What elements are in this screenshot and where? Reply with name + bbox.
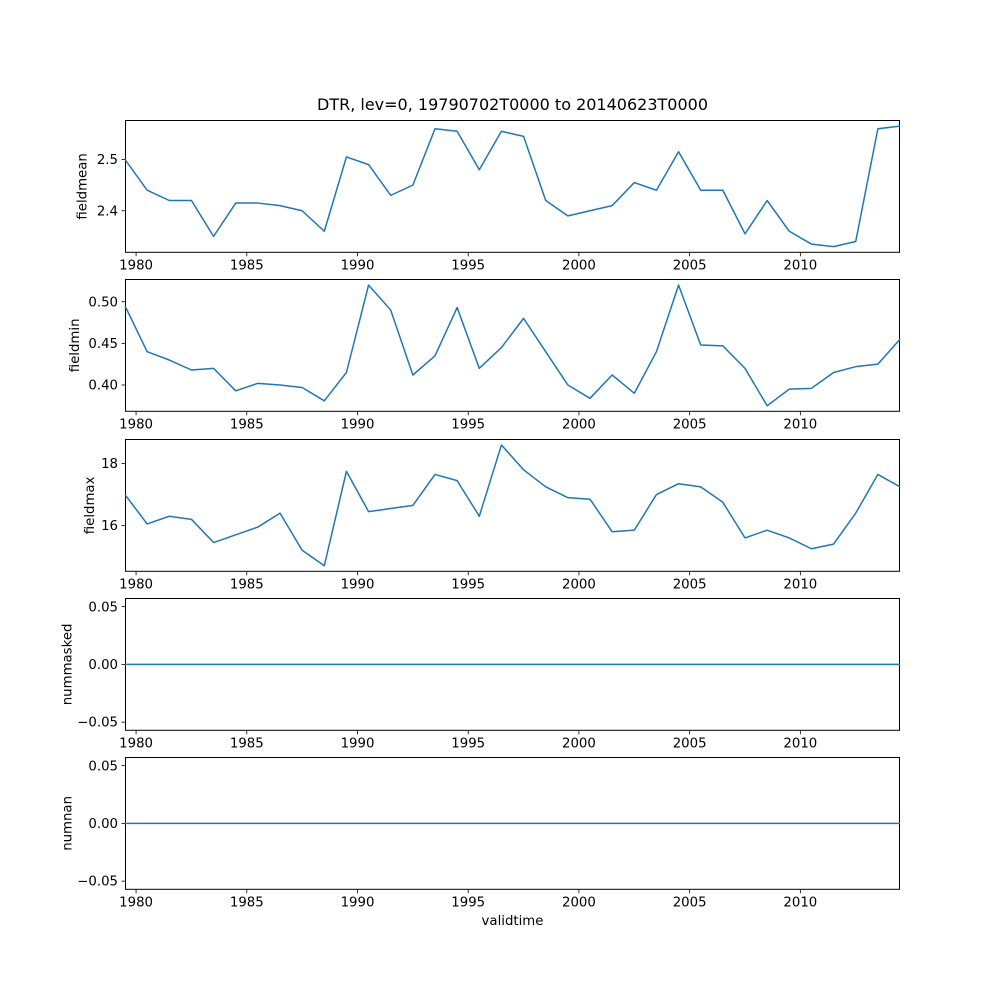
x-tick-label: 1980 bbox=[119, 736, 153, 751]
x-tick-label: 1990 bbox=[341, 258, 375, 273]
x-tick-label: 1995 bbox=[451, 736, 485, 751]
x-tick-label: 1980 bbox=[119, 418, 153, 433]
y-axis-label: nummasked bbox=[61, 623, 76, 705]
data-line bbox=[124, 284, 901, 407]
x-tick-label: 1995 bbox=[451, 418, 485, 433]
y-tick-label: 16 bbox=[101, 519, 118, 534]
chart-title: DTR, lev=0, 19790702T0000 to 20140623T00… bbox=[317, 95, 708, 114]
subplot-nummasked: 1980 1985 1990 1995 2000 2005 2010 −0.05 0.00 0.0… bbox=[61, 597, 900, 751]
data-line bbox=[124, 443, 901, 567]
y-tick-label: 2.4 bbox=[97, 204, 118, 219]
x-tick-label: 2010 bbox=[783, 258, 817, 273]
y-tick-label: 0.05 bbox=[88, 759, 118, 774]
axes-svg-fieldmean: 1980 1985 1990 1995 2000 2005 2010 2.4 2.5 fieldm… bbox=[76, 120, 901, 273]
x-tick-label: 2000 bbox=[562, 418, 596, 433]
x-tick-label: 1990 bbox=[341, 418, 375, 433]
x-tick-label: 2005 bbox=[673, 895, 707, 910]
x-tick-label: 2010 bbox=[783, 895, 817, 910]
axes-border bbox=[125, 279, 900, 413]
x-tick-label: 1980 bbox=[119, 895, 153, 910]
x-tick-label: 1985 bbox=[230, 418, 264, 433]
x-tick-label: 2000 bbox=[562, 895, 596, 910]
axes-border bbox=[125, 438, 900, 572]
x-tick-label: 1980 bbox=[119, 258, 153, 273]
x-tick-label: 1985 bbox=[230, 736, 264, 751]
axes-svg-nummasked: 1980 1985 1990 1995 2000 2005 2010 −0.05 0.00 0.0… bbox=[61, 597, 900, 751]
x-tick-label: 2005 bbox=[673, 577, 707, 592]
axes-svg-numnan: 1980 1985 1990 1995 2000 2005 2010 −0.05 0.00 0.0… bbox=[61, 757, 900, 910]
y-tick-label: 0.00 bbox=[88, 817, 118, 832]
y-tick-label: 18 bbox=[101, 457, 118, 472]
y-tick-label: −0.05 bbox=[77, 875, 118, 890]
y-tick-label: 2.5 bbox=[97, 153, 118, 168]
x-tick-label: 1995 bbox=[451, 577, 485, 592]
y-tick-label: 0.00 bbox=[88, 658, 118, 673]
x-tick-label: 2000 bbox=[562, 736, 596, 751]
y-tick-label: 0.45 bbox=[88, 337, 118, 352]
axes-svg-fieldmin: 1980 1985 1990 1995 2000 2005 2010 0.40 0.45 0.50… bbox=[68, 279, 901, 433]
x-tick-label: 1995 bbox=[451, 258, 485, 273]
x-tick-label: 2010 bbox=[783, 736, 817, 751]
x-tick-label: 1990 bbox=[341, 895, 375, 910]
x-tick-label: 1995 bbox=[451, 895, 485, 910]
x-tick-label: 2010 bbox=[783, 577, 817, 592]
subplot-fieldmax: 1980 1985 1990 1995 2000 2005 2010 16 18 fieldmax bbox=[83, 438, 901, 592]
y-tick-label: 0.05 bbox=[88, 600, 118, 615]
data-line bbox=[124, 125, 901, 248]
axes-border bbox=[125, 120, 900, 253]
y-axis-label: numnan bbox=[61, 796, 76, 851]
subplot-fieldmean: 1980 1985 1990 1995 2000 2005 2010 2.4 2.5 fieldm… bbox=[76, 120, 901, 273]
x-tick-label: 2005 bbox=[673, 736, 707, 751]
y-axis-label: fieldmax bbox=[83, 476, 98, 534]
x-tick-label: 2000 bbox=[562, 258, 596, 273]
x-tick-label: 1985 bbox=[230, 895, 264, 910]
y-axis-label: fieldmin bbox=[68, 319, 83, 373]
y-tick-label: −0.05 bbox=[77, 716, 118, 731]
subplot-numnan: 1980 1985 1990 1995 2000 2005 2010 −0.05 0.00 0.0… bbox=[61, 757, 900, 910]
x-tick-label: 2010 bbox=[783, 418, 817, 433]
subplot-fieldmin: 1980 1985 1990 1995 2000 2005 2010 0.40 0.45 0.50… bbox=[68, 279, 901, 433]
x-axis-label: validtime bbox=[481, 914, 544, 929]
x-tick-label: 1990 bbox=[341, 736, 375, 751]
y-axis-label: fieldmean bbox=[76, 153, 91, 219]
x-tick-label: 1990 bbox=[341, 577, 375, 592]
x-tick-label: 1985 bbox=[230, 577, 264, 592]
x-tick-label: 2005 bbox=[673, 258, 707, 273]
x-tick-label: 2005 bbox=[673, 418, 707, 433]
y-tick-label: 0.50 bbox=[88, 296, 118, 311]
x-tick-label: 1980 bbox=[119, 577, 153, 592]
y-tick-label: 0.40 bbox=[88, 379, 118, 394]
x-tick-label: 1985 bbox=[230, 258, 264, 273]
x-tick-label: 2000 bbox=[562, 577, 596, 592]
